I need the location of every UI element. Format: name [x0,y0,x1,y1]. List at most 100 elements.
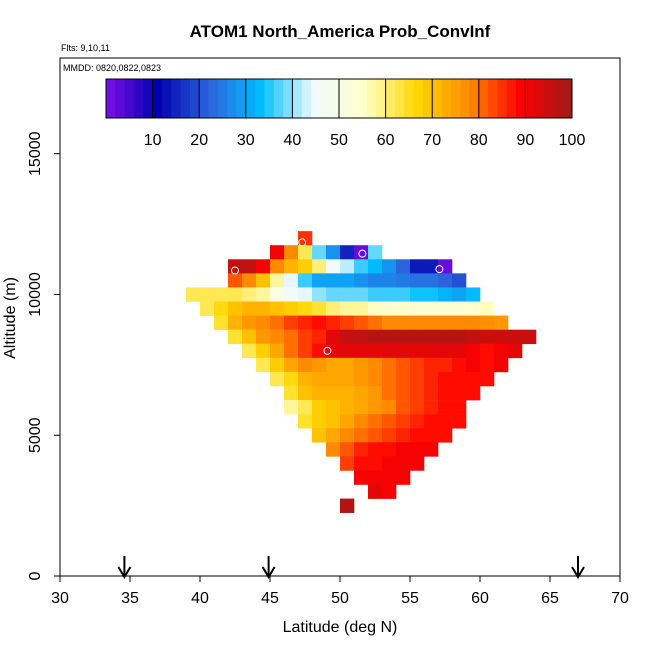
x-tick-label: 40 [191,590,209,607]
heatmap-cell [452,414,467,429]
heatmap-cell [396,470,411,485]
heatmap-cell [270,287,285,302]
heatmap-cell [354,343,369,359]
heatmap-cell [368,301,383,316]
y-tick-label: 0 [27,571,44,580]
heatmap-cell [480,301,495,316]
heatmap-cell [340,343,355,359]
heatmap-cell [284,343,299,359]
heatmap-cell [410,385,425,401]
heatmap-cell [214,301,229,316]
colorbar: 10 20 30 40 50 60 70 80 90 100 [105,78,585,149]
heatmap-cell [368,273,383,288]
colorbar-segment [441,79,452,118]
colorbar-segment [199,79,209,118]
heatmap-cell [396,385,411,401]
heatmap-cell [228,287,243,302]
heatmap-cell [396,371,411,387]
heatmap-cell [410,287,425,302]
colorbar-tick-label: 40 [284,132,302,149]
heatmap-cell [508,329,523,345]
heatmap-cell [438,315,453,330]
x-tick-label: 70 [611,590,629,607]
heatmap-cell [452,287,467,302]
heatmap-cell [354,385,369,401]
colorbar-segment [227,79,237,118]
colorbar-segment [320,79,331,118]
heatmap-cell [382,456,397,471]
colorbar-segment [404,79,414,118]
heatmap-cell [228,273,243,288]
heatmap-cell [326,400,341,415]
colorbar-segment [544,79,554,118]
heatmap-cell [326,428,341,443]
flight-marker [358,249,367,258]
colorbar-segment [301,79,312,118]
flight-arrow [571,556,585,579]
heatmap-cell [256,287,271,302]
heatmap-cell [326,343,341,359]
heatmap-cell [354,315,369,330]
colorbar-segment [413,79,424,118]
heatmap-cell [424,357,439,373]
heatmap-cell [424,414,439,429]
heatmap-cell [256,357,271,373]
heatmap-cell [270,259,285,274]
heatmap-cell [256,259,271,274]
heatmap-cell [340,245,355,260]
heatmap-cell [480,357,495,373]
heatmap-cell [410,315,425,330]
heatmap-cell [452,357,467,373]
colorbar-segment [432,79,442,118]
heatmap-cell [368,484,383,499]
heatmap-cell [340,273,355,288]
arrow-head [117,566,132,579]
heatmap-cell [270,343,285,359]
heatmap-cell [354,400,369,415]
heatmap-cell [382,329,397,345]
heatmap-cell [298,357,313,373]
heatmap-cell [242,343,257,359]
heatmap-cell [312,357,327,373]
heatmap-cell [368,259,383,274]
heatmap-cell [466,301,481,316]
heatmap-cell [326,245,341,260]
flights-label: Flts: 9,10,11 [61,43,110,53]
colorbar-segment [292,79,303,118]
heatmap-cell [410,371,425,387]
heatmap-cell [340,400,355,415]
heatmap-cell [312,315,327,330]
heatmap-cell [354,259,369,274]
heatmap-cell [396,259,411,274]
colorbar-segment [236,79,247,118]
heatmap-cell [424,329,439,345]
heatmap-cell [298,245,313,260]
heatmap-cell [284,357,299,373]
heatmap-cell [298,259,313,274]
heatmap-cell [424,273,439,288]
heatmap-cell [480,315,495,330]
heatmap-cell [326,315,341,330]
heatmap-cell [396,287,411,302]
heatmap-cells [186,231,537,513]
heatmap-cell [200,301,215,316]
heatmap-cell [298,343,313,359]
heatmap-cell [368,442,383,457]
heatmap-cell [396,329,411,345]
heatmap-cell [424,301,439,316]
heatmap-cell [480,329,495,345]
flight-marker [298,238,307,247]
heatmap-cell [242,329,257,345]
colorbar-segment [348,79,359,118]
heatmap-cell [368,357,383,373]
heatmap-cell [228,315,243,330]
heatmap-cell [410,259,425,274]
colorbar-segment [394,79,405,118]
heatmap-cell [452,315,467,330]
colorbar-segment [534,79,545,118]
colorbar-segment [450,79,461,118]
heatmap-cell [186,287,201,302]
arrow-head [571,566,585,579]
heatmap-cell [256,273,271,288]
heatmap-cell [326,442,341,457]
